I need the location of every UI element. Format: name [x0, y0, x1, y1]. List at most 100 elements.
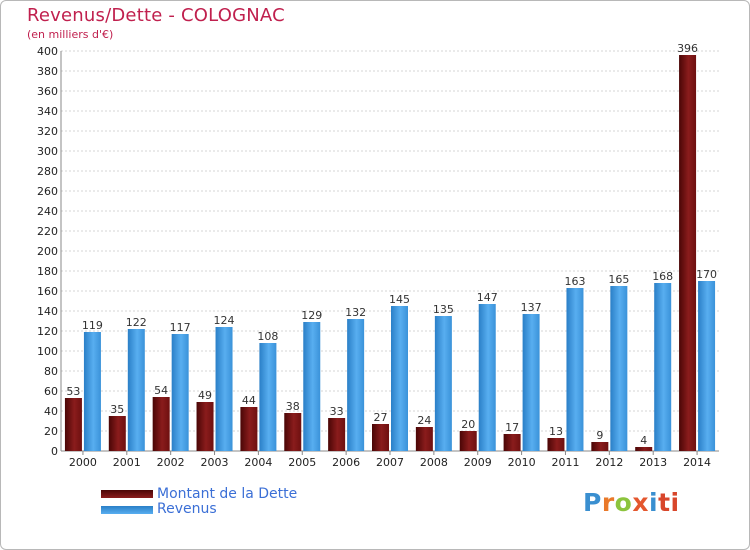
x-tick-label: 2005 [288, 456, 316, 469]
x-tick-label: 2013 [639, 456, 667, 469]
legend-label-debt: Montant de la Dette [157, 486, 298, 502]
bar-dette [240, 407, 258, 451]
data-label-dette: 27 [374, 411, 388, 424]
data-label-revenus: 163 [564, 275, 585, 288]
y-tick-label: 180 [37, 265, 58, 278]
data-label-revenus: 124 [214, 314, 235, 327]
y-tick-label: 240 [37, 205, 58, 218]
data-label-revenus: 145 [389, 293, 410, 306]
bar-revenus [259, 343, 277, 451]
data-label-dette: 17 [505, 421, 519, 434]
y-tick-label: 60 [44, 385, 58, 398]
data-label-revenus: 170 [696, 268, 717, 281]
proxiti-logo: Proxiti [583, 488, 680, 517]
data-label-revenus: 135 [433, 303, 454, 316]
bar-revenus [127, 329, 145, 451]
data-label-dette: 33 [330, 405, 344, 418]
x-tick-label: 2000 [69, 456, 97, 469]
data-label-dette: 35 [110, 403, 124, 416]
y-tick-label: 320 [37, 125, 58, 138]
bar-dette [415, 427, 433, 451]
data-label-revenus: 147 [477, 291, 498, 304]
bar-revenus [654, 283, 672, 451]
data-label-dette: 54 [154, 384, 168, 397]
y-tick-label: 200 [37, 245, 58, 258]
bar-dette [372, 424, 389, 451]
bar-dette [108, 416, 126, 451]
bar-dette [284, 413, 302, 451]
bar-revenus [171, 334, 189, 451]
y-tick-label: 220 [37, 225, 58, 238]
x-tick-label: 2007 [376, 456, 404, 469]
data-label-dette: 396 [677, 42, 698, 55]
x-tick-label: 2002 [157, 456, 185, 469]
y-tick-label: 100 [37, 345, 58, 358]
data-label-dette: 9 [596, 429, 603, 442]
x-tick-label: 2006 [332, 456, 360, 469]
data-label-revenus: 165 [608, 273, 629, 286]
bar-dette [503, 434, 521, 451]
x-tick-label: 2014 [683, 456, 711, 469]
bar-revenus [347, 319, 365, 451]
x-tick-label: 2001 [113, 456, 141, 469]
x-tick-label: 2009 [464, 456, 492, 469]
bar-revenus [391, 306, 408, 451]
y-tick-label: 340 [37, 105, 58, 118]
data-label-dette: 53 [66, 385, 80, 398]
chart-subtitle: (en milliers d'€) [27, 28, 114, 41]
bar-dette [635, 447, 653, 451]
legend-swatch-revenus [101, 506, 153, 514]
bar-revenus [522, 314, 540, 451]
data-label-revenus: 132 [345, 306, 366, 319]
bar-dette [64, 398, 82, 451]
y-tick-label: 260 [37, 185, 58, 198]
legend-swatch-debt [101, 490, 153, 498]
y-tick-label: 140 [37, 305, 58, 318]
y-tick-label: 20 [44, 425, 58, 438]
y-tick-label: 300 [37, 145, 58, 158]
data-label-revenus: 122 [126, 316, 147, 329]
data-label-revenus: 117 [170, 321, 191, 334]
data-label-revenus: 108 [257, 330, 278, 343]
data-label-dette: 44 [242, 394, 256, 407]
data-label-dette: 20 [461, 418, 475, 431]
y-tick-label: 280 [37, 165, 58, 178]
y-tick-label: 0 [51, 445, 58, 458]
bar-dette [328, 418, 346, 451]
y-tick-label: 160 [37, 285, 58, 298]
data-label-revenus: 168 [652, 270, 673, 283]
data-label-revenus: 119 [82, 319, 103, 332]
data-label-dette: 13 [549, 425, 563, 438]
data-label-revenus: 137 [521, 301, 542, 314]
bar-dette [679, 55, 697, 451]
data-label-dette: 49 [198, 389, 212, 402]
y-tick-label: 360 [37, 85, 58, 98]
data-label-dette: 24 [417, 414, 431, 427]
data-label-dette: 38 [286, 400, 300, 413]
bar-dette [547, 438, 565, 451]
y-tick-label: 80 [44, 365, 58, 378]
bar-revenus [478, 304, 496, 451]
x-tick-label: 2004 [244, 456, 272, 469]
y-tick-label: 40 [44, 405, 58, 418]
y-tick-label: 120 [37, 325, 58, 338]
bar-dette [152, 397, 170, 451]
bar-revenus [83, 332, 101, 451]
x-tick-label: 2012 [595, 456, 623, 469]
chart-title: Revenus/Dette - COLOGNAC [27, 5, 285, 26]
bar-revenus [303, 322, 321, 451]
bar-dette [459, 431, 477, 451]
legend-label-revenus: Revenus [157, 501, 217, 517]
data-label-revenus: 129 [301, 309, 322, 322]
bar-revenus [566, 288, 584, 451]
bar-revenus [698, 281, 716, 451]
y-tick-label: 380 [37, 65, 58, 78]
bar-revenus [215, 327, 233, 451]
bar-dette [591, 442, 609, 451]
bar-dette [196, 402, 214, 451]
bar-revenus [434, 316, 452, 451]
x-tick-label: 2011 [551, 456, 579, 469]
y-tick-label: 400 [37, 45, 58, 58]
